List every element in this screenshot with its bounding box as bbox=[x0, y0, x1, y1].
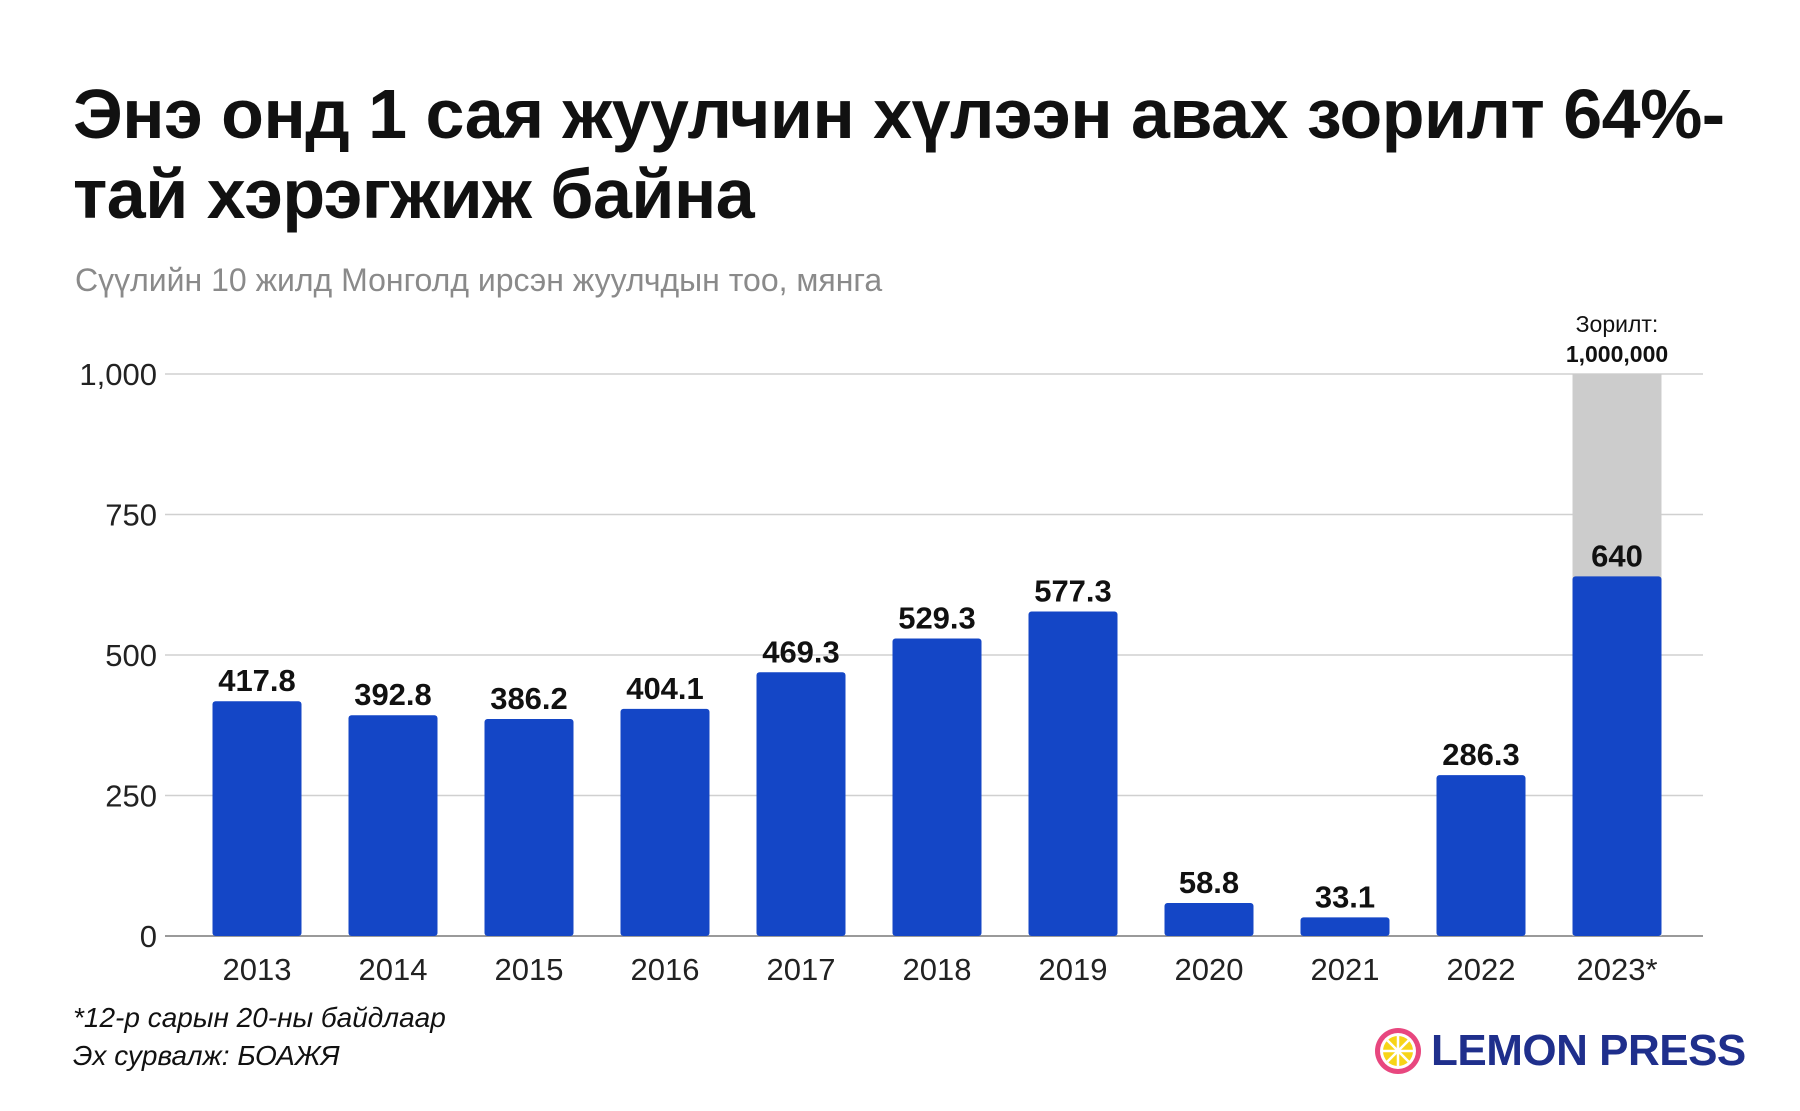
chart-subtitle: Сүүлийн 10 жилд Монголд ирсэн жуулчдын т… bbox=[75, 262, 883, 298]
data-label: 386.2 bbox=[490, 681, 568, 716]
y-tick-label: 750 bbox=[105, 498, 157, 533]
target-label-value: 1,000,000 bbox=[1566, 341, 1668, 367]
bar-2023 bbox=[1572, 576, 1662, 936]
y-tick-label: 1,000 bbox=[79, 357, 157, 392]
x-tick-label: 2017 bbox=[767, 952, 836, 987]
source-note: Эх сурвалж: БОАЖЯ bbox=[73, 1040, 340, 1071]
bar-2021 bbox=[1300, 917, 1390, 936]
bar-chart: 0 250 500 750 1,000 Зорилт: 1,000,000 417.8 2013… bbox=[79, 311, 1703, 987]
brand-logo: LEMON PRESS bbox=[1373, 1026, 1746, 1076]
x-tick-label: 2014 bbox=[359, 952, 428, 987]
x-tick-label: 2018 bbox=[903, 952, 972, 987]
footnote: *12-р сарын 20-ны байдлаар bbox=[73, 1002, 446, 1033]
data-label: 404.1 bbox=[626, 671, 704, 706]
data-label: 469.3 bbox=[762, 634, 840, 669]
x-tick-label: 2016 bbox=[631, 952, 700, 987]
target-label-title: Зорилт: bbox=[1576, 311, 1659, 337]
data-label: 577.3 bbox=[1034, 574, 1112, 609]
data-label: 33.1 bbox=[1315, 879, 1375, 914]
x-tick-label: 2020 bbox=[1175, 952, 1244, 987]
y-tick-label: 0 bbox=[140, 919, 157, 954]
x-tick-label: 2013 bbox=[223, 952, 292, 987]
y-tick-label: 250 bbox=[105, 779, 157, 814]
data-label: 417.8 bbox=[218, 663, 296, 698]
bar-2015 bbox=[484, 718, 574, 936]
lemon-slice-icon bbox=[1375, 1028, 1421, 1074]
data-label: 392.8 bbox=[354, 677, 432, 712]
data-label: 58.8 bbox=[1179, 865, 1239, 900]
bar-2019 bbox=[1028, 611, 1118, 936]
x-tick-label: 2022 bbox=[1447, 952, 1516, 987]
bars bbox=[212, 374, 1662, 936]
bar-2013 bbox=[212, 701, 302, 936]
x-tick-label: 2023* bbox=[1576, 952, 1657, 987]
data-label: 640 bbox=[1591, 538, 1643, 573]
bar-2022 bbox=[1436, 775, 1526, 936]
bar-2018 bbox=[892, 638, 982, 936]
data-label: 529.3 bbox=[898, 601, 976, 636]
y-tick-label: 500 bbox=[105, 638, 157, 673]
bar-2014 bbox=[348, 715, 438, 936]
x-tick-label: 2019 bbox=[1039, 952, 1108, 987]
labels: 0 250 500 750 1,000 Зорилт: 1,000,000 417.8 2013… bbox=[79, 311, 1668, 987]
bar-2020 bbox=[1164, 902, 1254, 936]
data-label: 286.3 bbox=[1442, 737, 1520, 772]
x-tick-label: 2015 bbox=[495, 952, 564, 987]
chart-title: Энэ онд 1 сая жуулчин хүлээн авах зорилт… bbox=[73, 75, 1725, 233]
bar-2016 bbox=[620, 708, 710, 936]
brand-name: LEMON PRESS bbox=[1431, 1026, 1746, 1075]
bar-2017 bbox=[756, 672, 846, 936]
x-tick-label: 2021 bbox=[1311, 952, 1380, 987]
